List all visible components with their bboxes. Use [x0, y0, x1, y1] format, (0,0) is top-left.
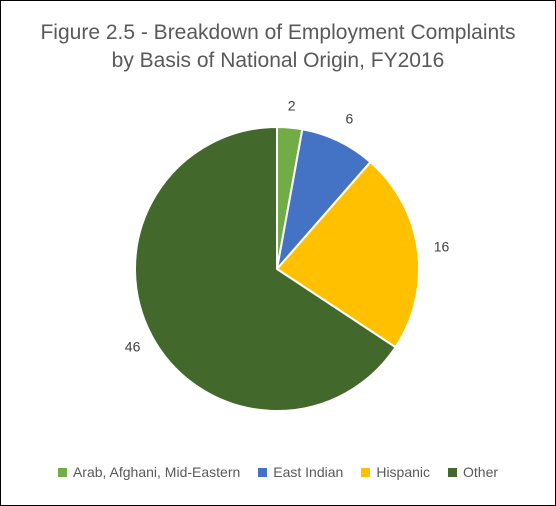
- legend-swatch: [361, 467, 371, 477]
- chart-title-line-2: by Basis of National Origin, FY2016: [111, 49, 445, 72]
- chart-title-line-1: Figure 2.5 - Breakdown of Employment Com…: [40, 21, 516, 44]
- legend-label: East Indian: [273, 464, 344, 480]
- chart-title: Figure 2.5 - Breakdown of Employment Com…: [1, 19, 555, 75]
- data-label-hispanic: 16: [434, 239, 450, 255]
- data-label-east-indian: 6: [346, 111, 354, 127]
- legend-swatch: [448, 467, 458, 477]
- data-label-arab-afghani-mid-eastern: 2: [288, 98, 296, 114]
- legend-swatch: [57, 467, 67, 477]
- legend-item-arab-afghani-mid-eastern: Arab, Afghani, Mid-Eastern: [57, 463, 241, 481]
- pie-slice-hispanic: [275, 160, 420, 349]
- legend-swatch: [258, 467, 268, 477]
- legend-item-east-indian: East Indian: [258, 463, 343, 481]
- legend-item-hispanic: Hispanic: [361, 463, 430, 481]
- pie-slice-other: [134, 125, 397, 412]
- legend-label: Hispanic: [376, 464, 431, 480]
- data-label-other: 46: [125, 339, 141, 355]
- legend-label: Arab, Afghani, Mid-Eastern: [72, 464, 241, 480]
- legend-label: Other: [463, 464, 499, 480]
- chart-legend: Arab, Afghani, Mid-Eastern East Indian H…: [1, 463, 555, 481]
- legend-item-other: Other: [448, 463, 498, 481]
